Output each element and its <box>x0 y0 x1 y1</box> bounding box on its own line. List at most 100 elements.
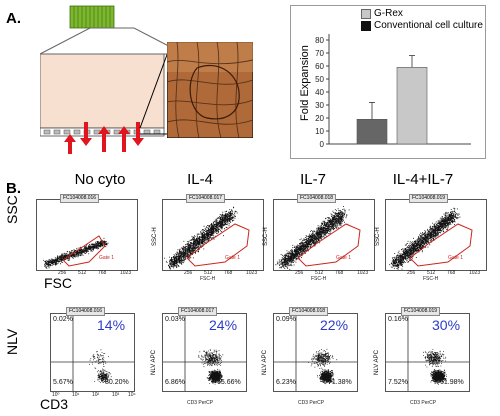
row-label-fsc: FSC <box>44 275 72 291</box>
axis-label-fsc-h: FSC-H <box>200 276 216 282</box>
x-tick: 10³ <box>112 392 120 398</box>
events-cloud <box>89 349 112 383</box>
gas-exchange-arrows <box>64 122 144 154</box>
y-tick-label: 30 <box>315 101 324 110</box>
y-tick-label: 60 <box>315 62 324 71</box>
bottle-body <box>40 53 165 129</box>
row-label-nlv: NLV <box>4 328 20 355</box>
x-tick: 768 <box>447 270 456 276</box>
x-tick: 10¹ <box>72 392 80 398</box>
y-tick-label: 80 <box>315 36 324 45</box>
y-tick-label: 50 <box>315 75 324 84</box>
x-tick: 1023 <box>246 270 258 276</box>
legend-grex: G-Rex <box>361 8 403 19</box>
x-tick: 512 <box>204 270 213 276</box>
axis-label-ssc-h: SSC-H <box>152 227 158 246</box>
column-title-il7: IL-7 <box>300 171 326 188</box>
x-tick: 256 <box>58 270 67 276</box>
panel-b-label: B. <box>6 180 21 197</box>
bottle-cap <box>69 5 115 29</box>
events-cloud <box>423 349 447 385</box>
y-axis-title: Fold Expansion <box>299 45 311 121</box>
events-cloud <box>308 348 338 385</box>
nlv-positive-percent: 30% <box>432 317 461 333</box>
nlv-positive-percent: 14% <box>97 317 126 333</box>
sample-tag: FC104008.016 <box>66 307 106 316</box>
events-cloud <box>275 206 350 270</box>
quadrant-ul-value: 0.02% <box>53 316 73 323</box>
x-tick: 1023 <box>120 270 132 276</box>
x-tick: 10² <box>92 392 100 398</box>
scatter-plot-no-cyto: Gate 1 <box>36 199 138 271</box>
quadrant-ll-value: 7.52% <box>388 379 408 386</box>
gate-1-region <box>297 223 361 267</box>
quadrant-ll-value: 6.86% <box>165 379 185 386</box>
gate-1-region <box>186 223 250 267</box>
axis-label-cd3-percp: CD3 PerCP <box>298 400 325 406</box>
y-tick-label: 10 <box>315 127 324 136</box>
x-tick: 768 <box>98 270 107 276</box>
y-tick-label: 70 <box>315 49 324 58</box>
quadrant-ul-value: 0.03% <box>165 316 185 323</box>
x-tick: 1023 <box>469 270 481 276</box>
gate-label: Gate 1 <box>225 255 241 261</box>
scatter-plot-il4: Gate 1 <box>162 199 264 271</box>
x-tick: 256 <box>184 270 193 276</box>
events-cloud <box>164 206 238 270</box>
quadrant-ll-value: 6.23% <box>276 379 296 386</box>
x-tick: 768 <box>224 270 233 276</box>
nlv-positive-percent: 24% <box>209 317 238 333</box>
legend-swatch-conventional <box>361 20 371 31</box>
x-tick: 512 <box>315 270 324 276</box>
sample-tag: FC104008.017 <box>178 307 218 316</box>
grex-device-diagram <box>40 5 185 154</box>
column-title-no-cyto: No cyto <box>74 171 126 188</box>
x-tick: 512 <box>78 270 87 276</box>
sample-tag: FC104008.019 <box>401 307 441 316</box>
axis-label-nlv-apc: NLV APC <box>151 350 157 375</box>
axis-label-cd3-percp: CD3 PerCP <box>187 400 214 406</box>
x-tick: 1023 <box>357 270 369 276</box>
y-tick-label: 0 <box>320 140 325 149</box>
quadrant-lr-value: 71.38% <box>328 379 352 386</box>
gate-1-region <box>409 223 473 267</box>
flow-plot-no-cyto: 0.02% 5.67% 80.20% 14% <box>50 313 135 392</box>
axis-label-fsc-h: FSC-H <box>311 276 327 282</box>
events-cloud <box>43 237 109 269</box>
flow-plot-il4-il7: 0.16% 7.52% 61.98% 30% <box>385 313 470 392</box>
fold-expansion-plot: 0 10 20 30 40 50 60 70 80 <box>315 34 471 149</box>
x-tick: 256 <box>407 270 416 276</box>
axis-label-cd3-percp: CD3 PerCP <box>410 400 437 406</box>
x-tick: 10⁰ <box>52 392 60 398</box>
y-tick-label: 40 <box>315 88 324 97</box>
axis-label-nlv-apc: NLV APC <box>374 350 380 375</box>
x-tick: 512 <box>427 270 436 276</box>
flow-plot-il4: 0.03% 6.86% 65.66% 24% <box>162 313 247 392</box>
axis-label-ssc-h: SSC-H <box>263 227 269 246</box>
y-tick-label: 20 <box>315 114 324 123</box>
x-tick: 256 <box>295 270 304 276</box>
column-title-il4: IL-4 <box>187 171 213 188</box>
sample-tag: FC104008.018 <box>297 194 337 203</box>
events-cloud <box>389 207 461 270</box>
quadrant-ul-value: 0.09% <box>276 316 296 323</box>
quadrant-lr-value: 61.98% <box>440 379 464 386</box>
gate-label: Gate 1 <box>99 255 115 261</box>
quadrant-lr-value: 80.20% <box>105 379 129 386</box>
scatter-plot-il4-il7: Gate 1 <box>385 199 487 271</box>
axis-label-ssc-h: SSC-H <box>375 227 381 246</box>
axis-label-nlv-apc: NLV APC <box>262 350 268 375</box>
legend-swatch-grex <box>361 8 371 19</box>
fold-expansion-chart: 0 10 20 30 40 50 60 70 80 G-Rex Conventional cel… <box>290 5 486 159</box>
cell-micrograph <box>167 42 253 138</box>
axis-label-fsc-h: FSC-H <box>423 276 439 282</box>
sample-tag: FC104008.016 <box>60 194 100 203</box>
sample-tag: FC104008.018 <box>289 307 329 316</box>
bar-conventional <box>356 119 388 145</box>
column-title-il4-il7: IL-4+IL-7 <box>392 171 454 188</box>
legend-label-conventional: Conventional cell culture <box>374 20 483 31</box>
nlv-positive-percent: 22% <box>320 317 349 333</box>
gate-label: Gate 1 <box>448 255 464 261</box>
sample-tag: FC104008.017 <box>186 194 226 203</box>
row-label-ssc: SSC <box>4 195 20 224</box>
